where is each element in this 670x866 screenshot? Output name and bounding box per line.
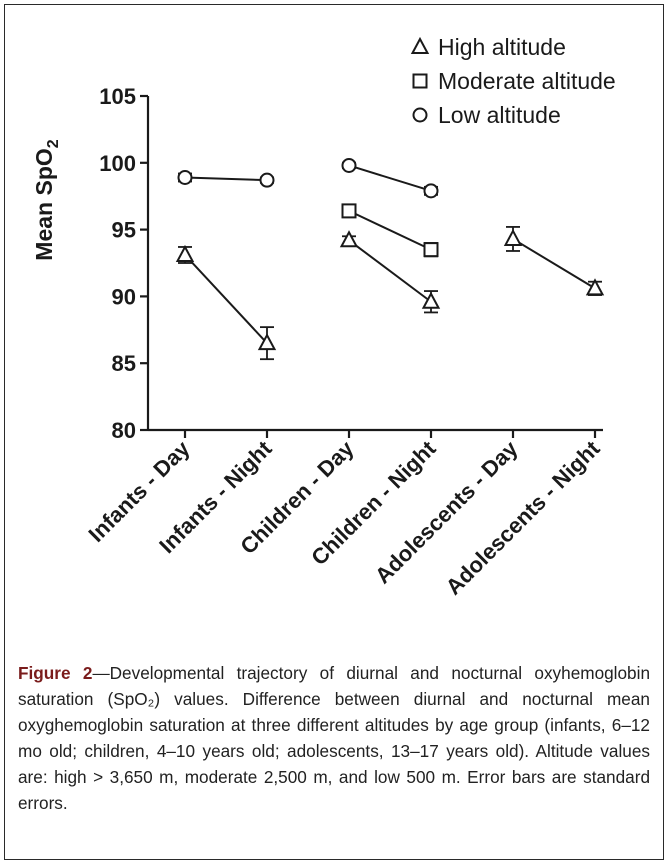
y-tick-label: 100 bbox=[99, 151, 136, 176]
data-point bbox=[423, 242, 439, 258]
legend-marker-triangle bbox=[410, 36, 430, 54]
series-moderate-altitude bbox=[341, 203, 439, 258]
data-point bbox=[585, 278, 605, 296]
series-line bbox=[184, 254, 268, 344]
x-tick-label: Adolescents - Day bbox=[370, 435, 523, 588]
data-point bbox=[175, 244, 195, 262]
legend-marker-square bbox=[412, 73, 428, 89]
series-layer bbox=[175, 157, 605, 361]
legend-item: High altitude bbox=[410, 34, 566, 60]
legend-label: Low altitude bbox=[438, 102, 561, 128]
series-line bbox=[184, 176, 268, 182]
y-tick-label: 80 bbox=[112, 418, 136, 443]
series-line bbox=[348, 239, 432, 303]
legend-item: Low altitude bbox=[412, 102, 561, 128]
y-tick-label: 105 bbox=[99, 84, 136, 109]
data-point bbox=[257, 333, 277, 351]
data-point bbox=[423, 183, 439, 199]
y-tick-label: 85 bbox=[112, 351, 136, 376]
series-high-altitude bbox=[175, 226, 605, 361]
y-tick-label: 90 bbox=[112, 284, 136, 309]
legend-marker-circle bbox=[412, 107, 428, 123]
x-tick-label: Adolescents - Night bbox=[441, 435, 605, 599]
series-low-altitude bbox=[177, 157, 439, 199]
figure-caption: Figure 2—Developmental trajectory of diu… bbox=[18, 660, 650, 816]
y-axis-label: Mean SpO2 bbox=[31, 139, 62, 260]
data-point bbox=[339, 230, 359, 248]
legend-label: Moderate altitude bbox=[438, 68, 616, 94]
legend-label: High altitude bbox=[438, 34, 566, 60]
data-point bbox=[177, 169, 193, 185]
data-point bbox=[421, 291, 441, 309]
series-line bbox=[348, 164, 432, 192]
figure-caption-label: Figure 2 bbox=[18, 663, 93, 683]
y-tick-label: 95 bbox=[112, 218, 136, 243]
legend-item: Moderate altitude bbox=[412, 68, 616, 94]
series-line bbox=[348, 209, 432, 251]
data-point bbox=[259, 172, 275, 188]
figure-caption-text: —Developmental trajectory of diurnal and… bbox=[18, 663, 650, 813]
y-axis: 80 85 90 95 100 105 bbox=[99, 84, 150, 443]
data-point bbox=[341, 203, 357, 219]
legend: High altitude Moderate altitude Low altitu… bbox=[410, 34, 616, 128]
data-point bbox=[503, 228, 523, 246]
series-line bbox=[512, 238, 596, 290]
figure-frame bbox=[4, 4, 664, 860]
data-point bbox=[341, 157, 357, 173]
